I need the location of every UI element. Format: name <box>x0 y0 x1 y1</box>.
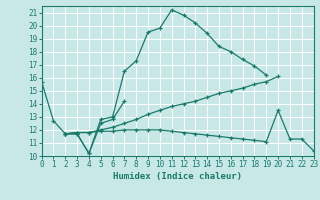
X-axis label: Humidex (Indice chaleur): Humidex (Indice chaleur) <box>113 172 242 181</box>
